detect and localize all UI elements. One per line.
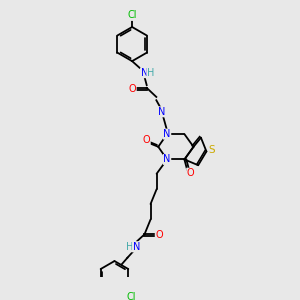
Text: N: N <box>164 154 171 164</box>
Text: N: N <box>141 68 148 78</box>
Text: Cl: Cl <box>126 292 136 300</box>
Text: N: N <box>164 129 171 139</box>
Text: O: O <box>142 135 150 145</box>
Text: Cl: Cl <box>128 11 137 20</box>
Text: O: O <box>129 84 136 94</box>
Text: N: N <box>133 242 140 252</box>
Text: H: H <box>147 68 154 78</box>
Text: N: N <box>158 107 166 117</box>
Text: O: O <box>155 230 163 240</box>
Text: S: S <box>208 145 215 155</box>
Text: H: H <box>126 242 133 252</box>
Text: O: O <box>187 168 194 178</box>
